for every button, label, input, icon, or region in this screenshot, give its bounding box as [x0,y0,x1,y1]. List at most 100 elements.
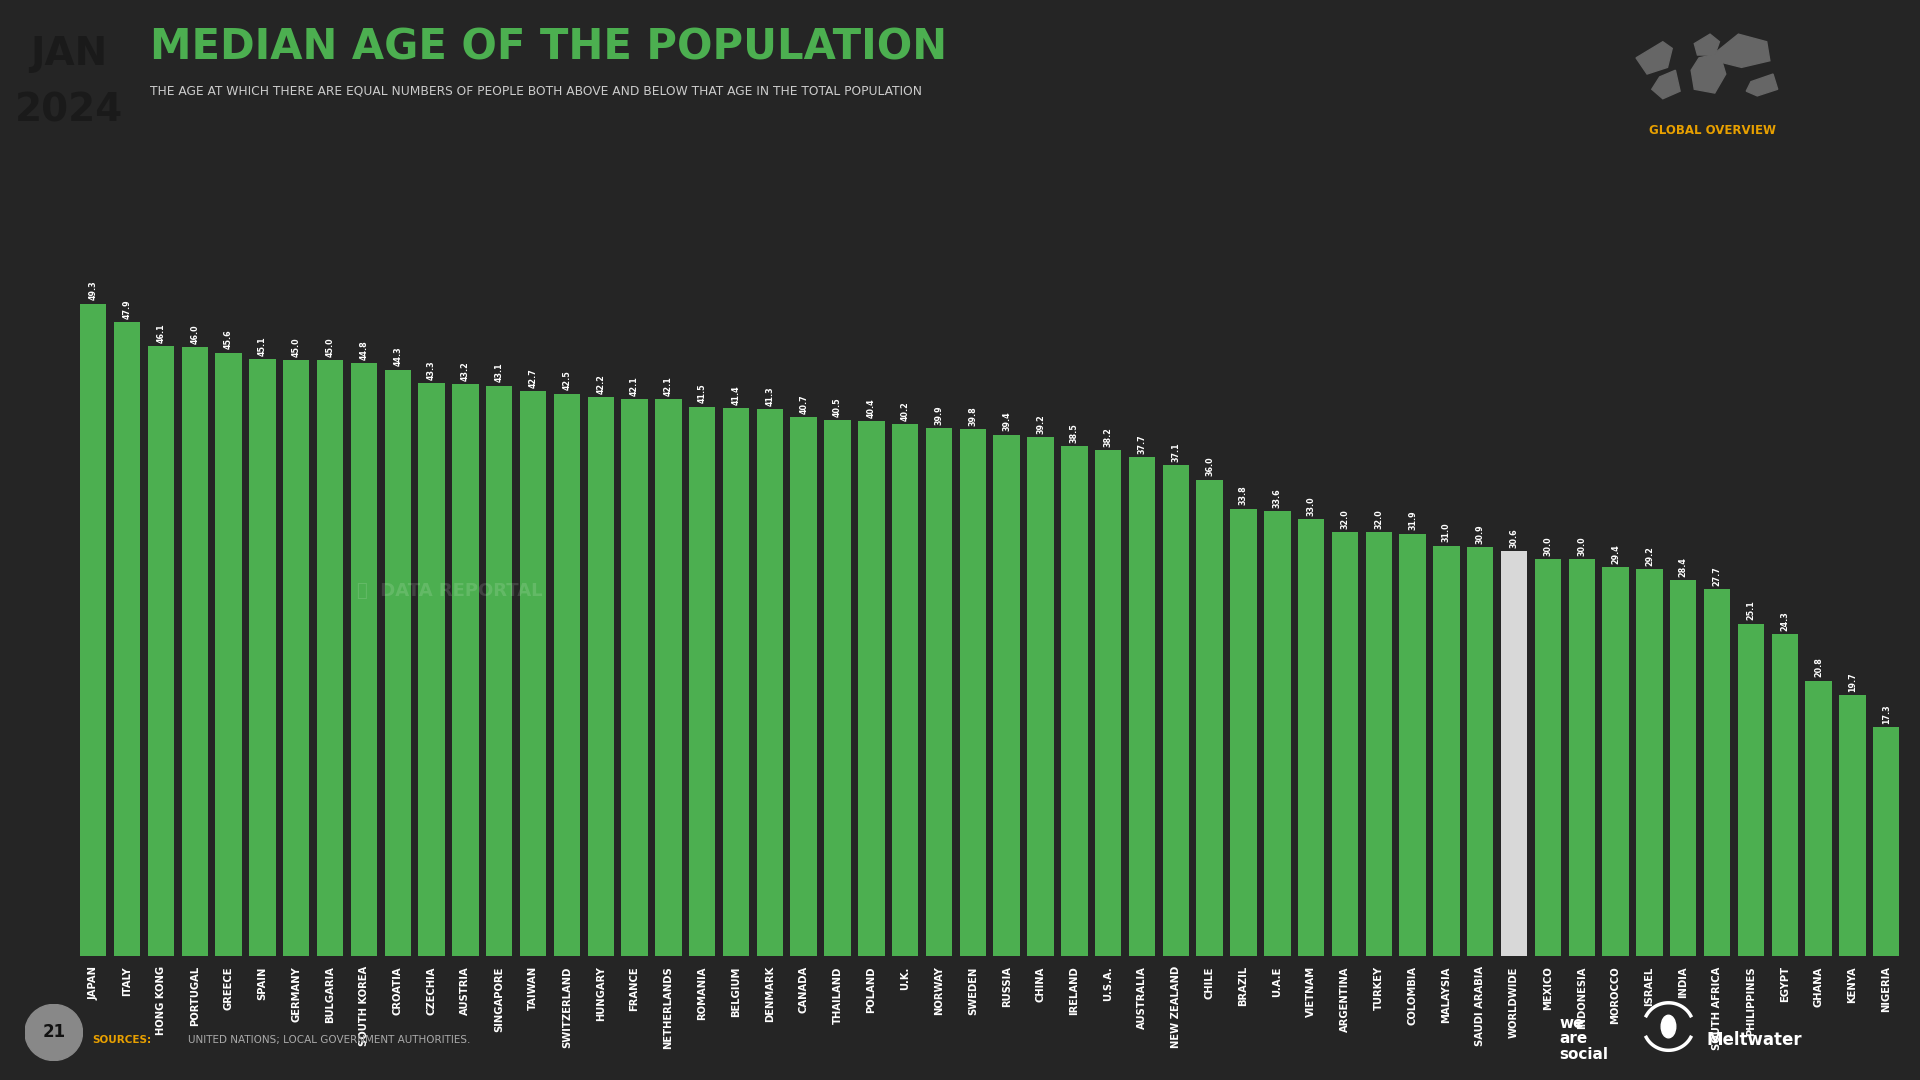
Bar [384,369,411,956]
Bar [81,303,106,956]
Bar [1164,465,1188,956]
Polygon shape [1636,42,1672,75]
Text: 38.5: 38.5 [1069,423,1079,443]
Bar [622,399,647,956]
Bar [1129,457,1156,956]
Text: 31.0: 31.0 [1442,523,1452,542]
Bar [1365,532,1392,956]
Text: 39.4: 39.4 [1002,411,1012,431]
Text: 45.1: 45.1 [257,336,267,355]
Ellipse shape [25,1004,83,1061]
Bar [113,322,140,956]
Text: 39.8: 39.8 [968,406,977,426]
Text: 17.3: 17.3 [1882,704,1891,724]
Bar [960,429,987,956]
Bar [182,348,207,956]
Text: 30.0: 30.0 [1544,536,1553,555]
Text: 39.9: 39.9 [935,405,943,424]
Text: 45.0: 45.0 [292,338,301,357]
Text: 41.3: 41.3 [766,387,774,406]
Text: 46.1: 46.1 [156,323,165,342]
Text: 49.3: 49.3 [88,281,98,300]
Text: 43.3: 43.3 [426,360,436,380]
Text: 41.4: 41.4 [732,386,741,405]
Bar [215,352,242,956]
Polygon shape [1715,35,1770,67]
Bar [1670,580,1697,956]
Text: 29.2: 29.2 [1645,546,1653,566]
Bar [553,393,580,956]
Bar [351,363,376,956]
Text: 44.3: 44.3 [394,347,401,366]
Text: 31.9: 31.9 [1407,511,1417,530]
Bar [486,386,513,956]
Text: 27.7: 27.7 [1713,566,1722,586]
Bar [1231,509,1258,956]
Text: 42.1: 42.1 [630,376,639,395]
Bar [588,397,614,956]
Bar [419,383,445,956]
Bar [756,409,783,956]
Bar [1874,727,1899,956]
Text: 42.2: 42.2 [597,375,605,394]
Polygon shape [1693,35,1720,55]
Bar [1603,567,1628,956]
Text: 40.2: 40.2 [900,401,910,420]
Circle shape [1661,1015,1676,1038]
Bar [1738,624,1764,956]
Text: 40.4: 40.4 [866,399,876,418]
Bar [1062,446,1087,956]
Bar [824,420,851,956]
Bar [655,399,682,956]
Text: 30.9: 30.9 [1476,524,1484,543]
Text: UNITED NATIONS; LOCAL GOVERNMENT AUTHORITIES.: UNITED NATIONS; LOCAL GOVERNMENT AUTHORI… [188,1035,470,1045]
Polygon shape [1745,75,1778,96]
Text: 24.3: 24.3 [1780,611,1789,631]
Text: 25.1: 25.1 [1747,600,1755,620]
Bar [520,391,547,956]
Bar [1400,534,1427,956]
Text: we: we [1559,1016,1584,1031]
Bar [893,424,918,956]
Text: 29.4: 29.4 [1611,544,1620,564]
Bar [1805,680,1832,956]
Bar [1027,437,1054,956]
Bar [250,360,276,956]
Text: 47.9: 47.9 [123,299,132,319]
Bar [791,417,816,956]
Text: 20.8: 20.8 [1814,658,1824,677]
Bar [722,408,749,956]
Text: 30.0: 30.0 [1578,536,1586,555]
Bar [148,346,175,956]
Text: 36.0: 36.0 [1206,457,1213,476]
Text: 46.0: 46.0 [190,324,200,343]
Bar [1534,559,1561,956]
Bar [1703,590,1730,956]
Text: JAN: JAN [31,35,108,72]
Text: 33.8: 33.8 [1238,486,1248,505]
Text: 28.4: 28.4 [1678,557,1688,577]
Text: MEDIAN AGE OF THE POPULATION: MEDIAN AGE OF THE POPULATION [150,27,947,69]
Text: 38.2: 38.2 [1104,428,1114,447]
Text: 32.0: 32.0 [1340,510,1350,529]
Polygon shape [1651,70,1680,98]
Text: 42.5: 42.5 [563,370,572,390]
Text: 33.6: 33.6 [1273,488,1283,508]
Text: Meltwater: Meltwater [1707,1031,1803,1049]
Bar [689,407,716,956]
Text: 40.7: 40.7 [799,394,808,414]
Bar [993,434,1020,956]
Bar [1298,519,1325,956]
Text: 30.6: 30.6 [1509,528,1519,548]
Text: 42.7: 42.7 [528,368,538,388]
Bar [1196,480,1223,956]
Text: 2024: 2024 [15,92,123,130]
Bar [1094,450,1121,956]
Text: 44.8: 44.8 [359,340,369,360]
Text: 21: 21 [42,1024,65,1041]
Text: 45.0: 45.0 [326,338,334,357]
Bar [858,421,885,956]
Bar [925,428,952,956]
Bar [1839,696,1866,956]
Text: 39.2: 39.2 [1037,414,1044,434]
